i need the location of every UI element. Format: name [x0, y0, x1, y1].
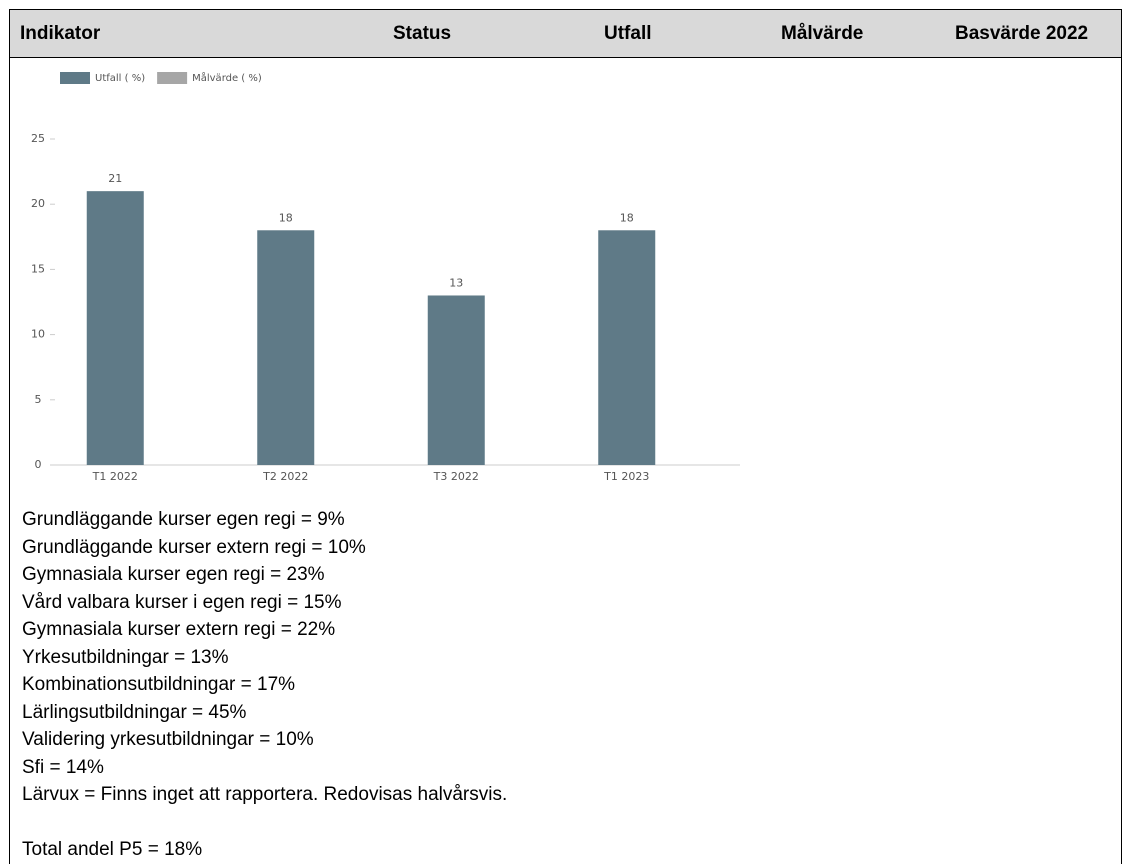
note-line: Grundläggande kurser egen regi = 9%	[22, 509, 345, 530]
note-line	[22, 809, 507, 837]
note-line: Total andel P5 = 18%	[22, 839, 203, 860]
bar	[257, 230, 315, 465]
note-line: Sfi = 14%	[22, 756, 104, 778]
note-line: Kombinationsutbildningar = 17%	[22, 674, 296, 695]
header-cell: Målvärde	[781, 23, 864, 44]
y-tick-label: 15	[31, 262, 45, 275]
header-cell: Utfall	[604, 23, 652, 44]
note-line: Validering yrkesutbildningar = 10%	[22, 729, 314, 750]
data-label: 18	[620, 211, 634, 224]
y-tick-label: 20	[31, 197, 45, 210]
legend-label: Målvärde ( %)	[192, 71, 262, 84]
note-line: Yrkesutbildningar = 13%	[22, 646, 229, 668]
bar	[86, 191, 144, 465]
legend-label: Utfall ( %)	[95, 73, 145, 84]
notes: Grundläggande kurser egen regi = 9% Grund…	[22, 506, 507, 864]
data-label: 18	[279, 211, 293, 224]
bar	[427, 295, 485, 465]
y-tick-label: 10	[31, 328, 45, 341]
note-line: Gymnasiala kurser egen regi = 23%	[22, 564, 325, 585]
header-cell: Indikator	[20, 23, 101, 44]
x-tick-label: T3 2022	[433, 470, 479, 483]
y-tick-label: 25	[31, 132, 45, 145]
note-line: Vård valbara kurser i egen regi = 15%	[22, 591, 342, 613]
table-header: Indikator Status Utfall Målvärde Basvärd…	[10, 10, 1121, 58]
header-cell: Status	[393, 23, 452, 44]
x-tick-label: T1 2022	[92, 470, 138, 483]
table-frame	[9, 9, 1122, 864]
x-tick-label: T2 2022	[262, 470, 308, 483]
note-line: Gymnasiala kurser extern regi = 22%	[22, 619, 336, 640]
data-label: 13	[449, 276, 463, 289]
y-tick-label: 0	[35, 458, 42, 471]
note-line: Lärlingsutbildningar = 45%	[22, 701, 247, 723]
note-line: Grundläggande kurser extern regi = 10%	[22, 536, 366, 558]
chart: Utfall ( %) Målvärde ( %) 0 5 10 15 20 25 T1 202…	[31, 71, 740, 483]
y-tick-label: 5	[35, 393, 42, 406]
x-tick-label: T1 2023	[603, 470, 649, 483]
header-cell: Basvärde 2022	[955, 23, 1089, 44]
note-line: Lärvux = Finns inget att rapportera. Red…	[22, 784, 508, 805]
data-label: 21	[108, 172, 122, 185]
legend-swatch	[60, 72, 90, 84]
bar	[598, 230, 656, 465]
legend-swatch	[157, 72, 188, 84]
